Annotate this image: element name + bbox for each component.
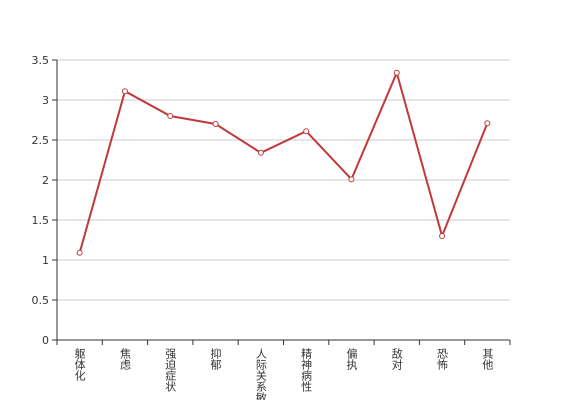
x-tick-label: 躯体化 [73, 348, 86, 382]
y-tick-label: 1 [42, 254, 49, 267]
x-tick-label: 恐怖 [436, 348, 449, 370]
x-tick-label: 其他 [481, 348, 494, 370]
y-tick-label: 0 [42, 334, 49, 347]
point [348, 176, 355, 183]
point [76, 249, 83, 256]
x-tick-label: 敌对 [390, 347, 403, 370]
y-tick-label: 0.5 [32, 294, 50, 307]
point [439, 233, 446, 239]
point [121, 88, 128, 95]
x-tick-label: 焦虑 [118, 348, 131, 370]
x-tick-label: 偏执 [345, 347, 358, 371]
y-tick-label: 1.5 [32, 214, 50, 227]
y-tick-label: 3.5 [32, 54, 50, 67]
point [393, 69, 400, 76]
x-tick-label: 精神病性 [300, 348, 313, 393]
x-tick-label: 强迫症状 [164, 348, 177, 392]
y-tick-label: 2 [42, 174, 49, 187]
point [484, 120, 491, 127]
point [212, 121, 219, 127]
y-tick-label: 2.5 [32, 134, 50, 147]
x-tick-label: 人际关系敏感 [254, 348, 267, 400]
y-tick-label: 3 [42, 94, 49, 107]
point [303, 128, 310, 135]
point [257, 149, 264, 156]
line [78, 69, 489, 254]
point [167, 113, 174, 119]
x-tick-label: 抑郁 [209, 347, 222, 370]
